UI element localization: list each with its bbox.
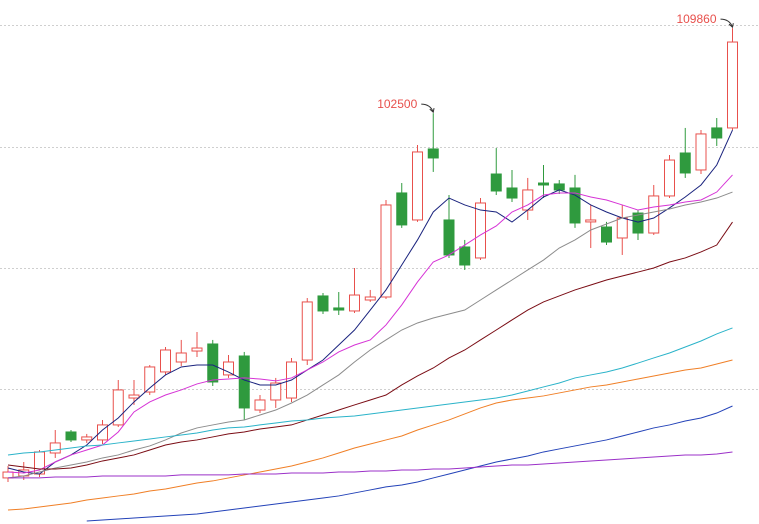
candle-body [648, 195, 660, 234]
candle-body [412, 151, 423, 221]
candle-body [459, 246, 471, 266]
candle-body [333, 307, 345, 311]
candle-body [175, 352, 187, 363]
candle-body [632, 212, 644, 234]
candle-body [144, 366, 156, 393]
candle-body [727, 41, 738, 129]
moving-average-line [7, 129, 733, 475]
candle-body [679, 152, 691, 174]
candle-body [223, 361, 234, 376]
moving-average-line [7, 327, 733, 456]
candle-body [317, 295, 329, 312]
moving-average-line [7, 174, 733, 474]
candle-body [585, 219, 597, 223]
candle-body [97, 424, 108, 441]
candle-body [49, 442, 61, 454]
candle-body [301, 301, 313, 361]
candle-body [380, 204, 392, 298]
candle-body [506, 187, 518, 199]
label-arrowhead [429, 108, 435, 114]
candle-body [396, 192, 408, 226]
label-arrowhead [728, 23, 734, 29]
candle-body [191, 347, 203, 352]
candle-body [569, 187, 581, 224]
candle-body [349, 294, 360, 312]
candle-body [160, 349, 171, 373]
candle-body [427, 148, 439, 159]
candle-body [364, 296, 376, 301]
candle-body [254, 399, 266, 411]
candle-body [207, 343, 219, 383]
moving-average-line [86, 405, 733, 522]
high-label: 109860 [676, 12, 716, 26]
candle-body [553, 183, 565, 191]
candle-body [128, 394, 140, 399]
candle-body [238, 355, 250, 409]
candle-body [443, 219, 455, 256]
label-arrow [421, 103, 434, 113]
candle-body [81, 436, 93, 441]
candle-body [538, 182, 549, 186]
candle-body [112, 389, 124, 426]
high-label: 102500 [377, 97, 417, 111]
candle-body [711, 127, 723, 139]
candle-body [490, 173, 502, 192]
label-arrow [720, 18, 733, 28]
moving-average-line [8, 451, 733, 479]
candle-body [616, 217, 628, 239]
candle-body [475, 202, 486, 259]
moving-average-line [7, 359, 733, 511]
candle-body [270, 382, 282, 401]
candle-body [65, 431, 77, 441]
candle-body [664, 159, 675, 197]
moving-average-line [7, 221, 733, 470]
moving-average-line [7, 191, 733, 479]
candle-body [695, 133, 707, 171]
candle-body [601, 226, 612, 243]
